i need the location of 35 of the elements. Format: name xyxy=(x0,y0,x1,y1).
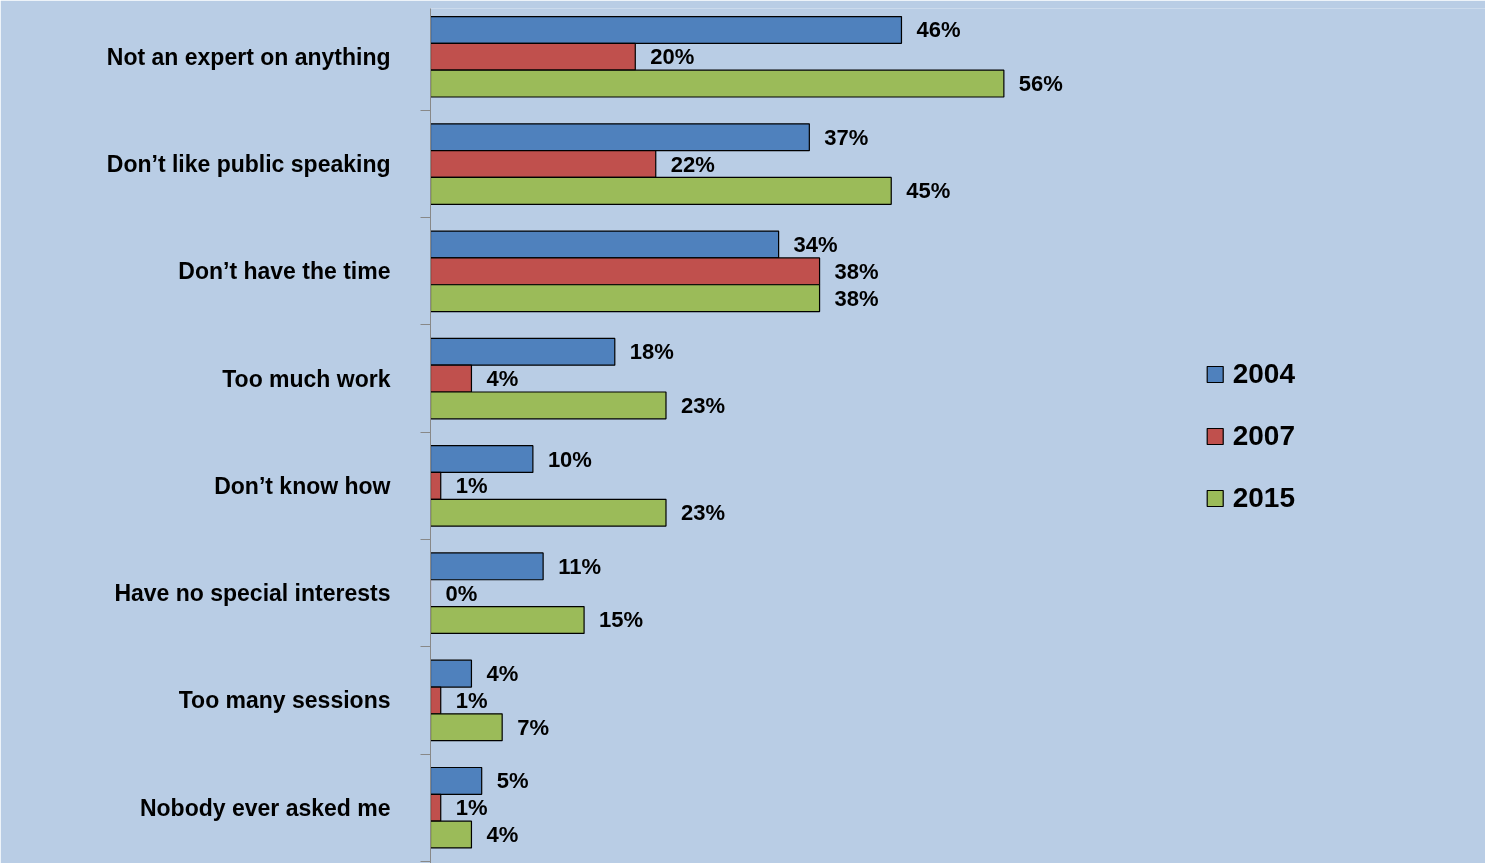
data-label: 1% xyxy=(455,473,488,499)
data-label: 56% xyxy=(1018,71,1063,97)
y-tick-label: Don’t know how xyxy=(214,472,391,499)
data-label: 46% xyxy=(916,17,961,43)
data-label: 4% xyxy=(486,661,519,687)
data-label: 23% xyxy=(680,500,726,526)
data-label: 18% xyxy=(629,339,674,365)
legend-label: 2015 xyxy=(1232,481,1295,514)
data-label: 4% xyxy=(486,366,519,392)
data-label: 34% xyxy=(793,232,838,258)
data-label: 45% xyxy=(906,178,951,204)
y-tick-label: Have no special interests xyxy=(114,580,391,607)
data-label: 1% xyxy=(455,687,488,713)
data-label: 5% xyxy=(496,768,529,794)
data-label: 22% xyxy=(670,151,715,177)
y-tick-label: Nobody ever asked me xyxy=(139,794,391,821)
data-label: 11% xyxy=(558,553,601,579)
data-label: 20% xyxy=(650,44,695,70)
data-label: 7% xyxy=(517,714,549,740)
data-label: 4% xyxy=(486,822,519,848)
y-tick-label: Not an expert on anything xyxy=(106,43,391,70)
y-tick-label: Don’t have the time xyxy=(178,258,391,285)
data-label: 38% xyxy=(834,258,879,284)
data-label: 1% xyxy=(455,795,488,821)
y-tick-label: Too much work xyxy=(222,365,391,392)
y-tick-label: Too many sessions xyxy=(178,687,391,714)
legend-label: 2007 xyxy=(1232,419,1295,452)
data-label: 23% xyxy=(680,392,726,418)
data-label: 10% xyxy=(547,446,592,472)
y-tick-label: Don’t like public speaking xyxy=(106,151,391,178)
data-label: 37% xyxy=(824,124,869,150)
data-label: 0% xyxy=(445,580,478,606)
data-label: 15% xyxy=(599,607,644,633)
data-label: 38% xyxy=(834,285,879,311)
legend-label: 2004 xyxy=(1232,357,1295,390)
